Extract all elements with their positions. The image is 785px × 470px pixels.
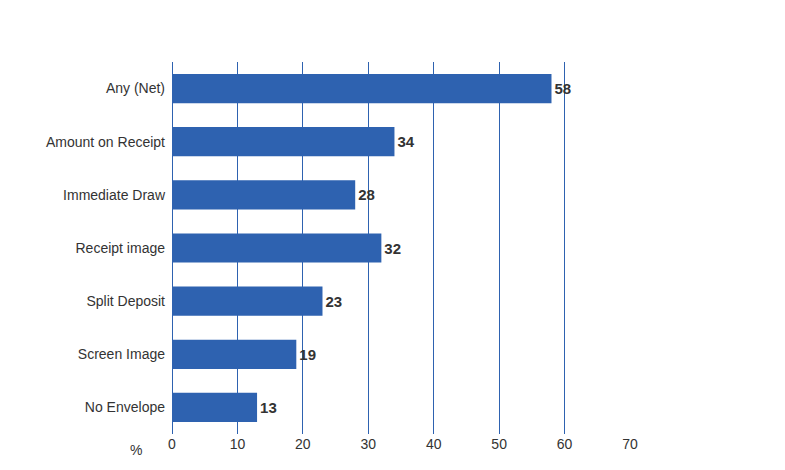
svg-text:No Envelope: No Envelope (85, 399, 165, 415)
svg-text:Amount on Receipt: Amount on Receipt (46, 134, 165, 150)
svg-text:Receipt image: Receipt image (76, 240, 166, 256)
svg-text:Screen Image: Screen Image (78, 346, 165, 362)
svg-text:%: % (130, 442, 142, 458)
svg-text:20: 20 (295, 436, 311, 452)
svg-text:Any (Net): Any (Net) (106, 80, 165, 96)
svg-text:Split Deposit: Split Deposit (86, 293, 165, 309)
svg-text:32: 32 (384, 240, 401, 257)
svg-text:40: 40 (426, 436, 442, 452)
svg-text:30: 30 (361, 436, 377, 452)
svg-text:23: 23 (325, 293, 342, 310)
svg-text:0: 0 (168, 436, 176, 452)
svg-text:50: 50 (491, 436, 507, 452)
svg-text:58: 58 (554, 80, 571, 97)
svg-text:28: 28 (358, 186, 375, 203)
svg-text:13: 13 (260, 399, 277, 416)
svg-text:19: 19 (299, 346, 316, 363)
svg-text:60: 60 (557, 436, 573, 452)
svg-text:34: 34 (397, 133, 414, 150)
svg-text:70: 70 (622, 436, 638, 452)
svg-text:Immediate Draw: Immediate Draw (63, 187, 166, 203)
svg-text:10: 10 (230, 436, 246, 452)
